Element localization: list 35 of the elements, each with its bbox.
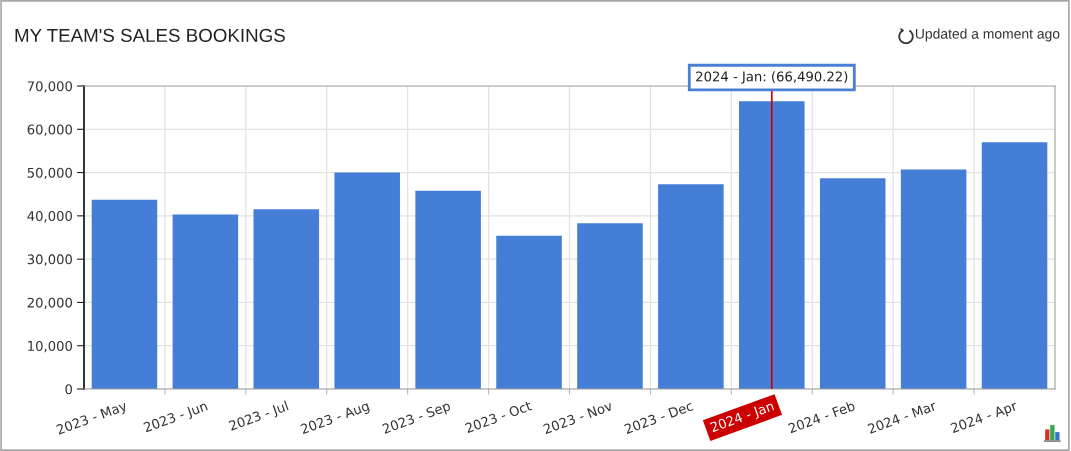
bar: [172, 214, 239, 389]
bar: [819, 178, 886, 389]
y-tick-label: 30,000: [27, 254, 73, 266]
bar: [900, 169, 967, 389]
bar: [658, 184, 724, 389]
y-tick-label: 40,000: [27, 211, 73, 223]
bar: [91, 199, 158, 389]
bar: [981, 142, 1048, 389]
y-tick-label: 10,000: [28, 340, 73, 353]
x-tick-label: 2023 - Nov: [542, 400, 614, 435]
x-tick-label: 2024 - Apr: [950, 400, 1019, 436]
text: Updated a moment ago: [915, 28, 1060, 42]
y-tick-label: 20,000: [27, 297, 73, 309]
x-tick-label: 2023 - Jun: [143, 400, 209, 435]
x-tick-label: 2023 - May: [55, 400, 129, 438]
x-tick-label: 2024 - Feb: [787, 400, 856, 434]
bar: [415, 190, 481, 389]
x-tick-label: 2023 - Aug: [300, 400, 371, 437]
y-tick-label: 50,000: [27, 167, 73, 180]
annotation: 2024 - Jan: (66,490.22): [696, 71, 848, 84]
x-tick-label: 2024 - Jan: [709, 400, 776, 435]
chart-title: MY TEAM'S SALES BOOKINGS: [15, 28, 285, 43]
x-tick-label: 2023 - Jul: [228, 400, 290, 434]
y-tick-label: 60,000: [27, 124, 73, 136]
x-tick-label: 2023 - Sep: [381, 400, 452, 437]
bar: [739, 101, 805, 389]
x-tick-label: 2024 - Mar: [867, 400, 938, 434]
bar: [253, 209, 320, 389]
x-tick-label: 2023 - Dec: [623, 400, 694, 435]
y-tick-label: 0: [65, 384, 73, 395]
x-tick-label: 2023 - Oct: [464, 400, 533, 434]
bar: [577, 223, 643, 389]
bar: [334, 172, 400, 389]
bar: [496, 235, 562, 389]
y-tick-label: 70,000: [27, 81, 73, 93]
